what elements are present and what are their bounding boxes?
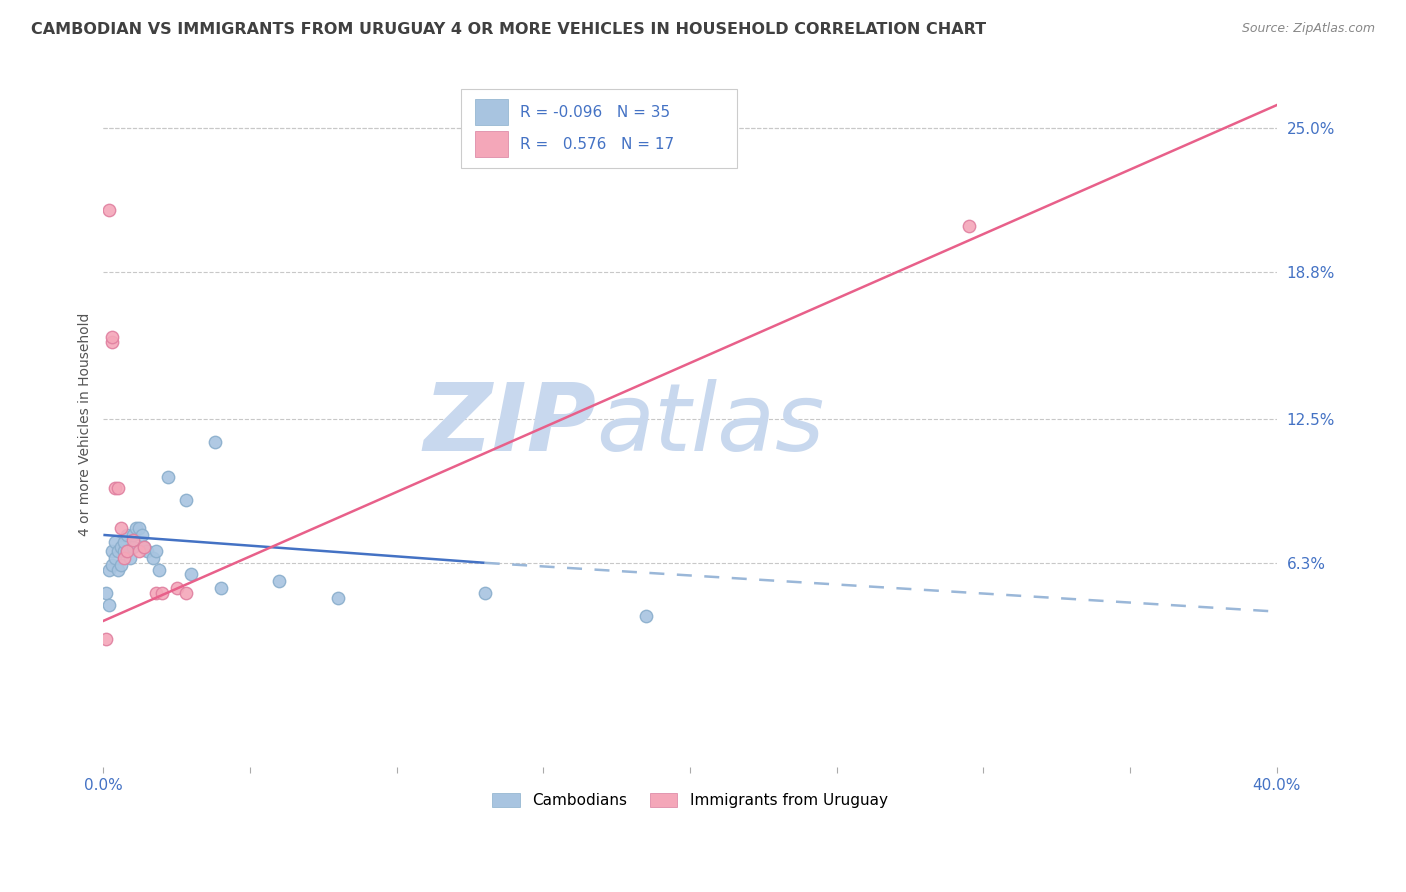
- Point: [110, 540, 132, 554]
- Point: [474, 586, 496, 600]
- Point: [112, 535, 135, 549]
- Point: [174, 586, 197, 600]
- Point: [96, 632, 118, 647]
- Point: [104, 551, 127, 566]
- Legend: Cambodians, Immigrants from Uruguay: Cambodians, Immigrants from Uruguay: [486, 787, 894, 814]
- Point: [110, 521, 132, 535]
- Bar: [475, 99, 508, 125]
- Point: [115, 544, 138, 558]
- Point: [634, 609, 657, 624]
- Bar: [475, 131, 508, 157]
- Point: [98, 202, 121, 217]
- Point: [104, 535, 127, 549]
- Point: [166, 582, 188, 596]
- Point: [121, 533, 143, 547]
- Point: [128, 521, 150, 535]
- Text: R = -0.096   N = 35: R = -0.096 N = 35: [520, 104, 671, 120]
- Point: [112, 544, 135, 558]
- Point: [174, 493, 197, 508]
- Point: [150, 586, 173, 600]
- Point: [131, 528, 153, 542]
- Point: [101, 330, 124, 344]
- Point: [104, 482, 127, 496]
- Point: [145, 586, 167, 600]
- Point: [134, 540, 156, 554]
- Point: [101, 544, 124, 558]
- Point: [134, 540, 156, 554]
- Text: Source: ZipAtlas.com: Source: ZipAtlas.com: [1241, 22, 1375, 36]
- Point: [115, 544, 138, 558]
- Point: [107, 563, 129, 577]
- Point: [180, 567, 202, 582]
- Point: [142, 551, 165, 566]
- Point: [145, 544, 167, 558]
- FancyBboxPatch shape: [461, 88, 737, 168]
- Point: [118, 551, 141, 566]
- Point: [112, 551, 135, 566]
- Text: R =   0.576   N = 17: R = 0.576 N = 17: [520, 136, 673, 152]
- Point: [326, 591, 349, 605]
- Point: [124, 521, 146, 535]
- Point: [121, 540, 143, 554]
- Point: [128, 544, 150, 558]
- Point: [121, 528, 143, 542]
- Point: [156, 470, 179, 484]
- Point: [98, 598, 121, 612]
- Point: [107, 482, 129, 496]
- Point: [101, 558, 124, 573]
- Point: [209, 582, 232, 596]
- Point: [101, 335, 124, 350]
- Text: ZIP: ZIP: [423, 378, 596, 471]
- Point: [269, 574, 291, 589]
- Y-axis label: 4 or more Vehicles in Household: 4 or more Vehicles in Household: [79, 313, 93, 536]
- Point: [110, 558, 132, 573]
- Point: [107, 544, 129, 558]
- Point: [98, 563, 121, 577]
- Point: [957, 219, 980, 233]
- Text: atlas: atlas: [596, 379, 824, 470]
- Point: [148, 563, 170, 577]
- Text: CAMBODIAN VS IMMIGRANTS FROM URUGUAY 4 OR MORE VEHICLES IN HOUSEHOLD CORRELATION: CAMBODIAN VS IMMIGRANTS FROM URUGUAY 4 O…: [31, 22, 986, 37]
- Point: [204, 435, 226, 450]
- Point: [96, 586, 118, 600]
- Point: [136, 544, 159, 558]
- Point: [115, 528, 138, 542]
